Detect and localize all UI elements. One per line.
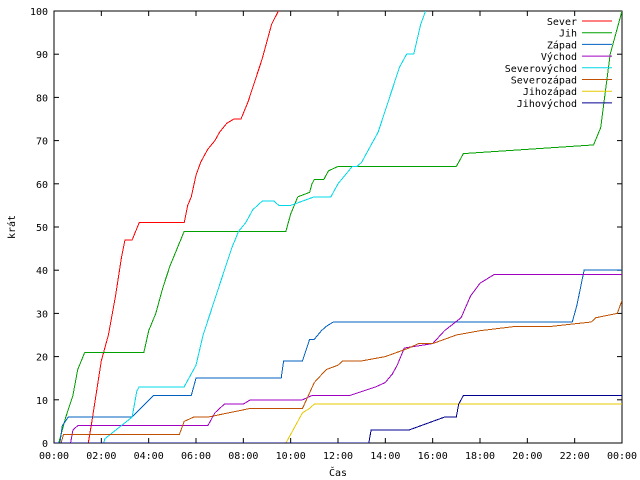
x-tick-label: 08:00 — [228, 451, 258, 462]
legend: SeverJihZápadVýchodSeverovýchodSeverozáp… — [505, 17, 612, 110]
series-line-1 — [54, 11, 622, 443]
legend-label: Severozápad — [511, 75, 577, 87]
series-line-4 — [54, 11, 427, 443]
series-line-7 — [54, 395, 622, 443]
y-tick-label: 20 — [36, 353, 48, 364]
x-tick-label: 06:00 — [181, 451, 211, 462]
series-line-0 — [54, 11, 279, 443]
x-tick-label: 18:00 — [465, 451, 495, 462]
legend-label: Východ — [541, 51, 577, 63]
series-line-5 — [54, 300, 622, 443]
y-tick-label: 50 — [36, 223, 48, 234]
x-tick-label: 22:00 — [560, 451, 590, 462]
series-lines — [54, 11, 622, 443]
y-tick-label: 80 — [36, 93, 48, 104]
x-tick-label: 16:00 — [418, 451, 448, 462]
legend-label: Jihozápad — [523, 86, 577, 98]
legend-label: Západ — [547, 39, 577, 51]
y-axis-label: krát — [6, 215, 18, 239]
x-tick-label: 04:00 — [134, 451, 164, 462]
legend-label: Jih — [559, 29, 577, 40]
x-tick-label: 00:00 — [39, 451, 69, 462]
x-axis-label: Čas — [329, 466, 347, 479]
series-line-2 — [54, 269, 622, 443]
x-axis: 00:00 02:00 04:00 06:00 08:00 10:00 12:00 14:00… — [39, 11, 637, 462]
y-tick-label: 30 — [36, 309, 48, 320]
x-tick-label: 02:00 — [86, 451, 116, 462]
y-tick-label: 60 — [36, 180, 48, 191]
series-line-6 — [54, 403, 622, 443]
y-tick-label: 0 — [42, 439, 48, 450]
legend-label: Sever — [547, 17, 577, 28]
y-tick-label: 70 — [36, 137, 48, 148]
y-tick-label: 90 — [36, 50, 48, 61]
x-tick-label: 10:00 — [276, 451, 306, 462]
series-line-3 — [54, 274, 622, 443]
x-tick-label: 20:00 — [512, 451, 542, 462]
y-axis: 0 10 20 30 40 50 60 70 80 90 100 — [30, 7, 622, 450]
x-tick-label: 12:00 — [323, 451, 353, 462]
y-tick-label: 40 — [36, 266, 48, 277]
y-tick-label: 100 — [30, 7, 48, 18]
x-tick-label: 14:00 — [370, 451, 400, 462]
x-tick-label: 00:00 — [607, 451, 637, 462]
legend-label: Jihovýchod — [517, 98, 577, 110]
y-tick-label: 10 — [36, 396, 48, 407]
legend-label: Severovýchod — [505, 63, 577, 75]
